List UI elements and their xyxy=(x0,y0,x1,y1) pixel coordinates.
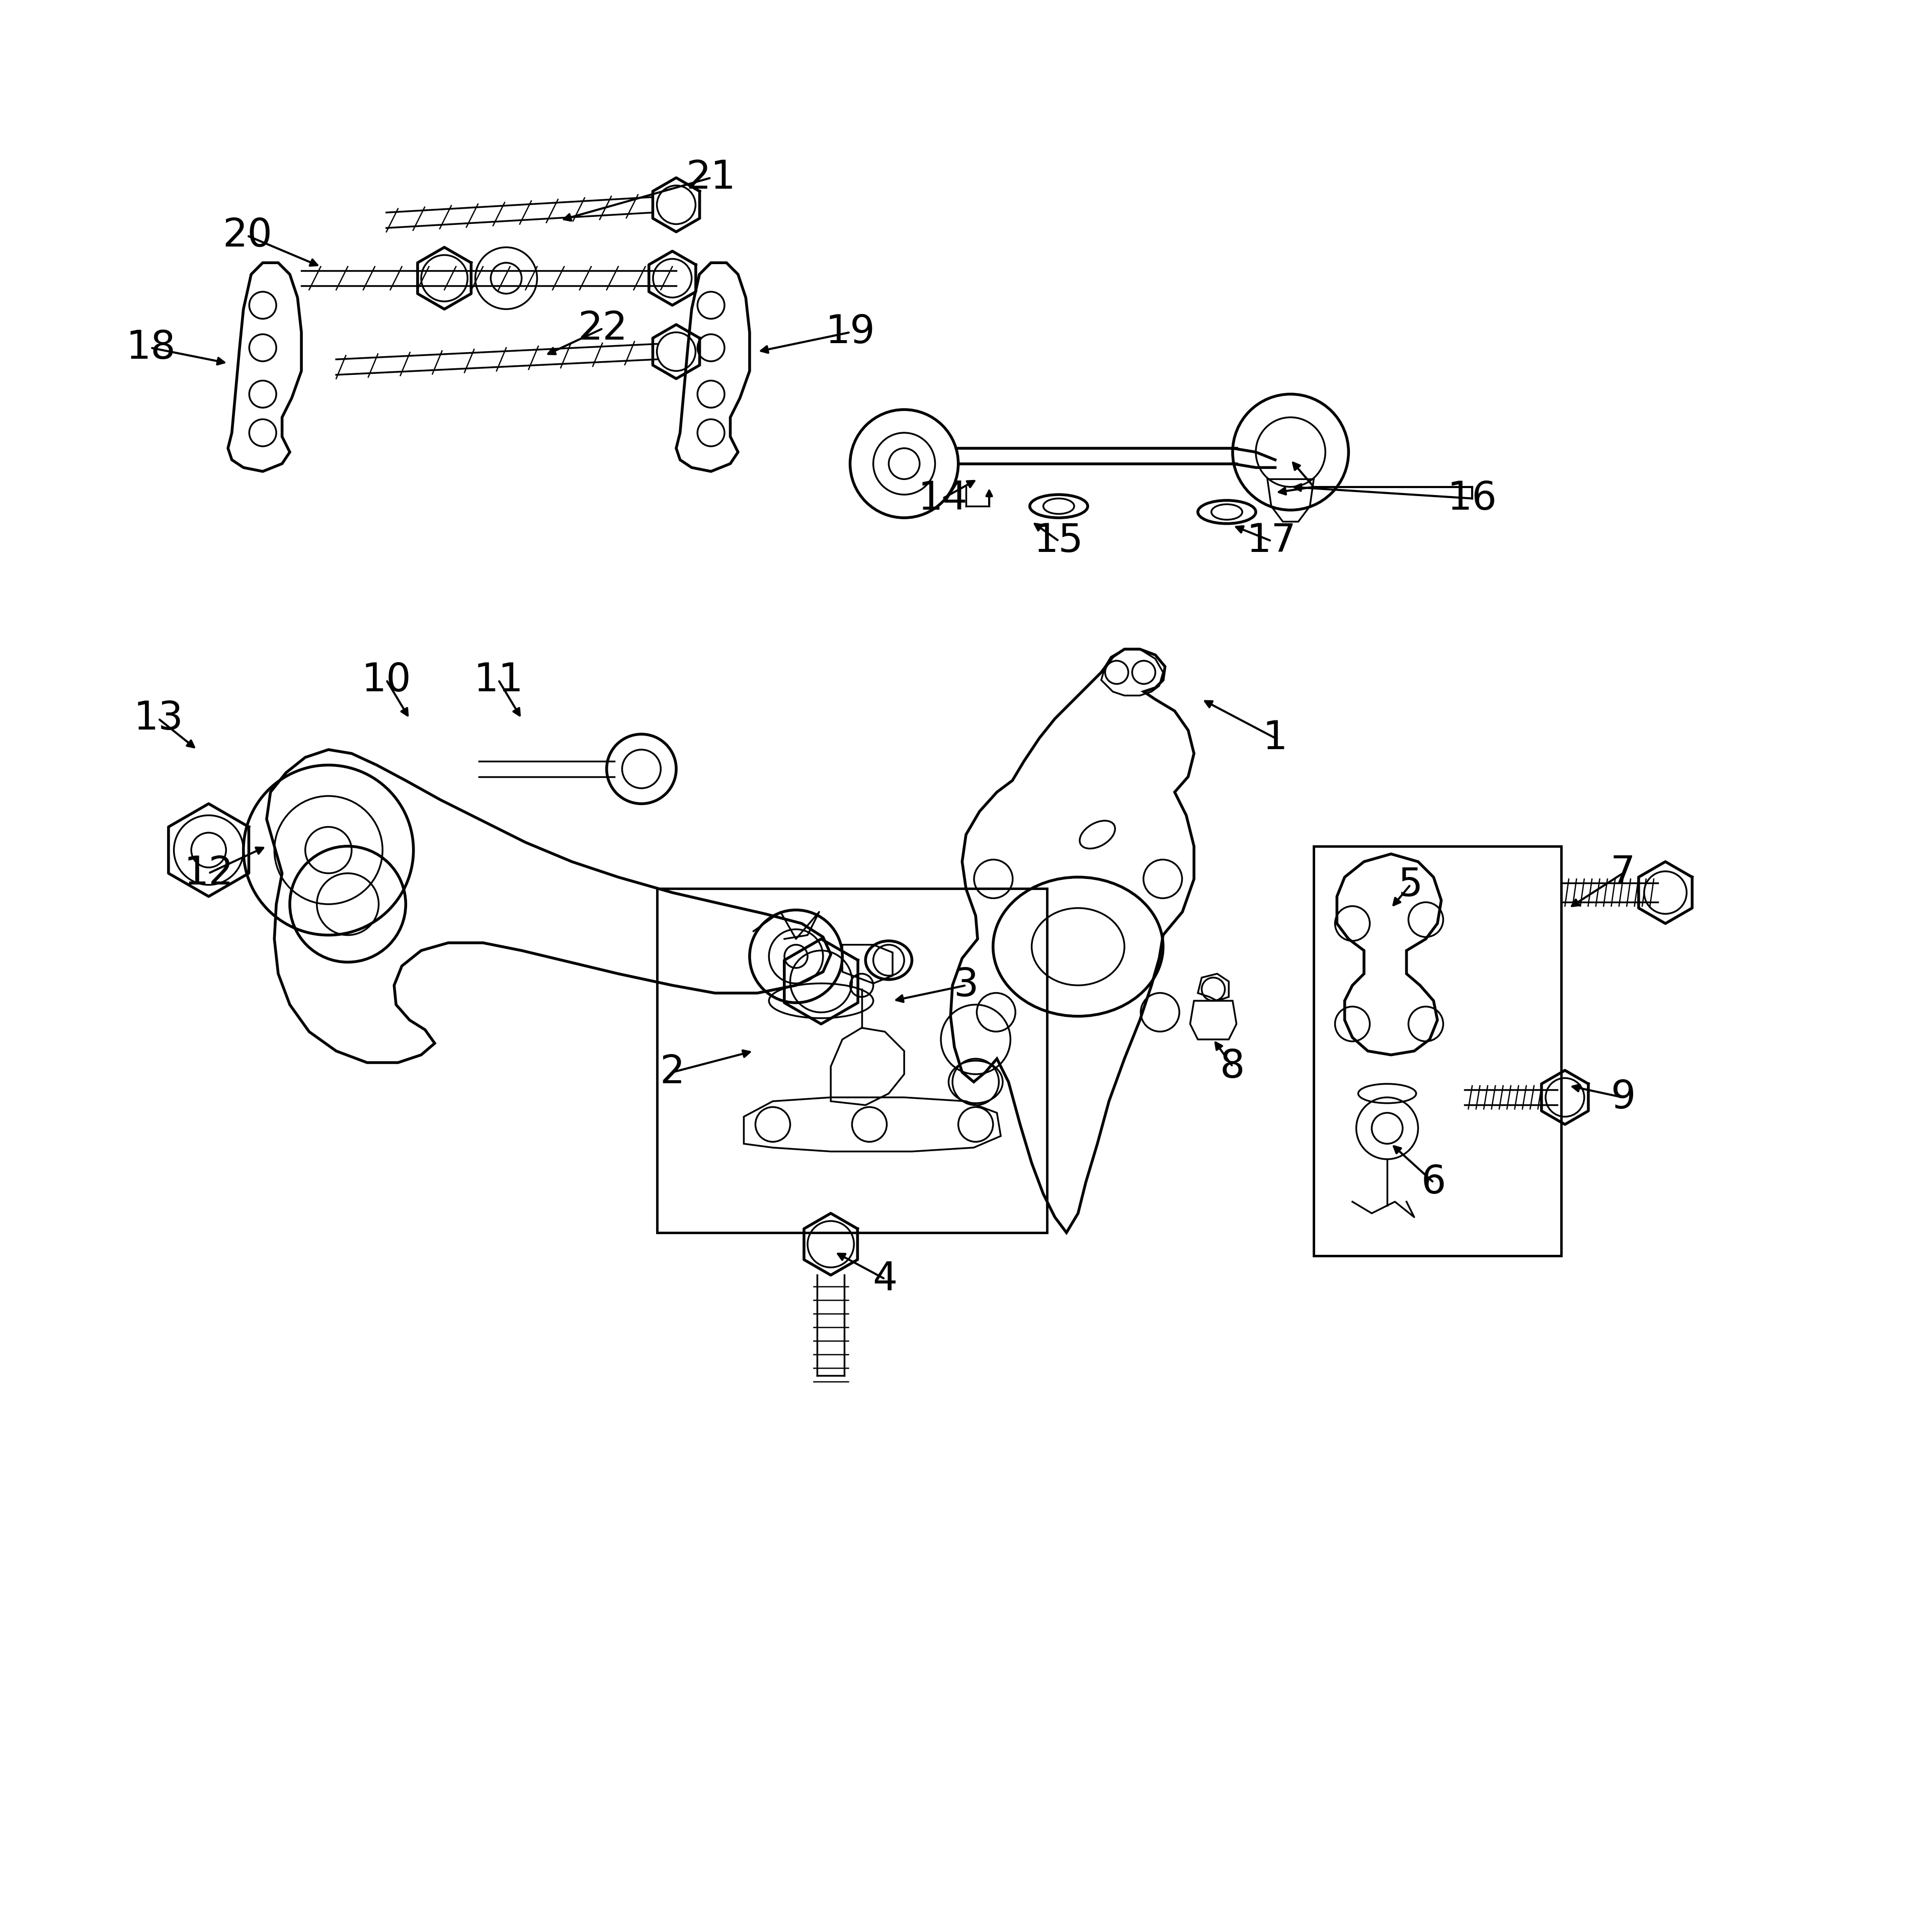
Text: 10: 10 xyxy=(361,661,412,699)
Text: 18: 18 xyxy=(126,328,176,367)
Text: 19: 19 xyxy=(825,313,875,352)
Text: 5: 5 xyxy=(1399,866,1422,904)
Text: 20: 20 xyxy=(222,216,272,255)
Text: 1: 1 xyxy=(1264,719,1287,757)
Text: 9: 9 xyxy=(1611,1078,1634,1117)
Text: 8: 8 xyxy=(1221,1047,1244,1086)
Text: 15: 15 xyxy=(1034,522,1084,560)
Text: 3: 3 xyxy=(954,966,978,1005)
Text: 11: 11 xyxy=(473,661,524,699)
Text: 6: 6 xyxy=(1422,1163,1445,1202)
Text: 2: 2 xyxy=(661,1053,684,1092)
Text: 12: 12 xyxy=(184,854,234,893)
Text: 7: 7 xyxy=(1611,854,1634,893)
Text: 13: 13 xyxy=(133,699,184,738)
Text: 21: 21 xyxy=(686,158,736,197)
Text: 16: 16 xyxy=(1447,479,1497,518)
Text: 22: 22 xyxy=(578,309,628,348)
Text: 4: 4 xyxy=(873,1260,896,1298)
Text: 14: 14 xyxy=(918,479,968,518)
Text: 17: 17 xyxy=(1246,522,1296,560)
